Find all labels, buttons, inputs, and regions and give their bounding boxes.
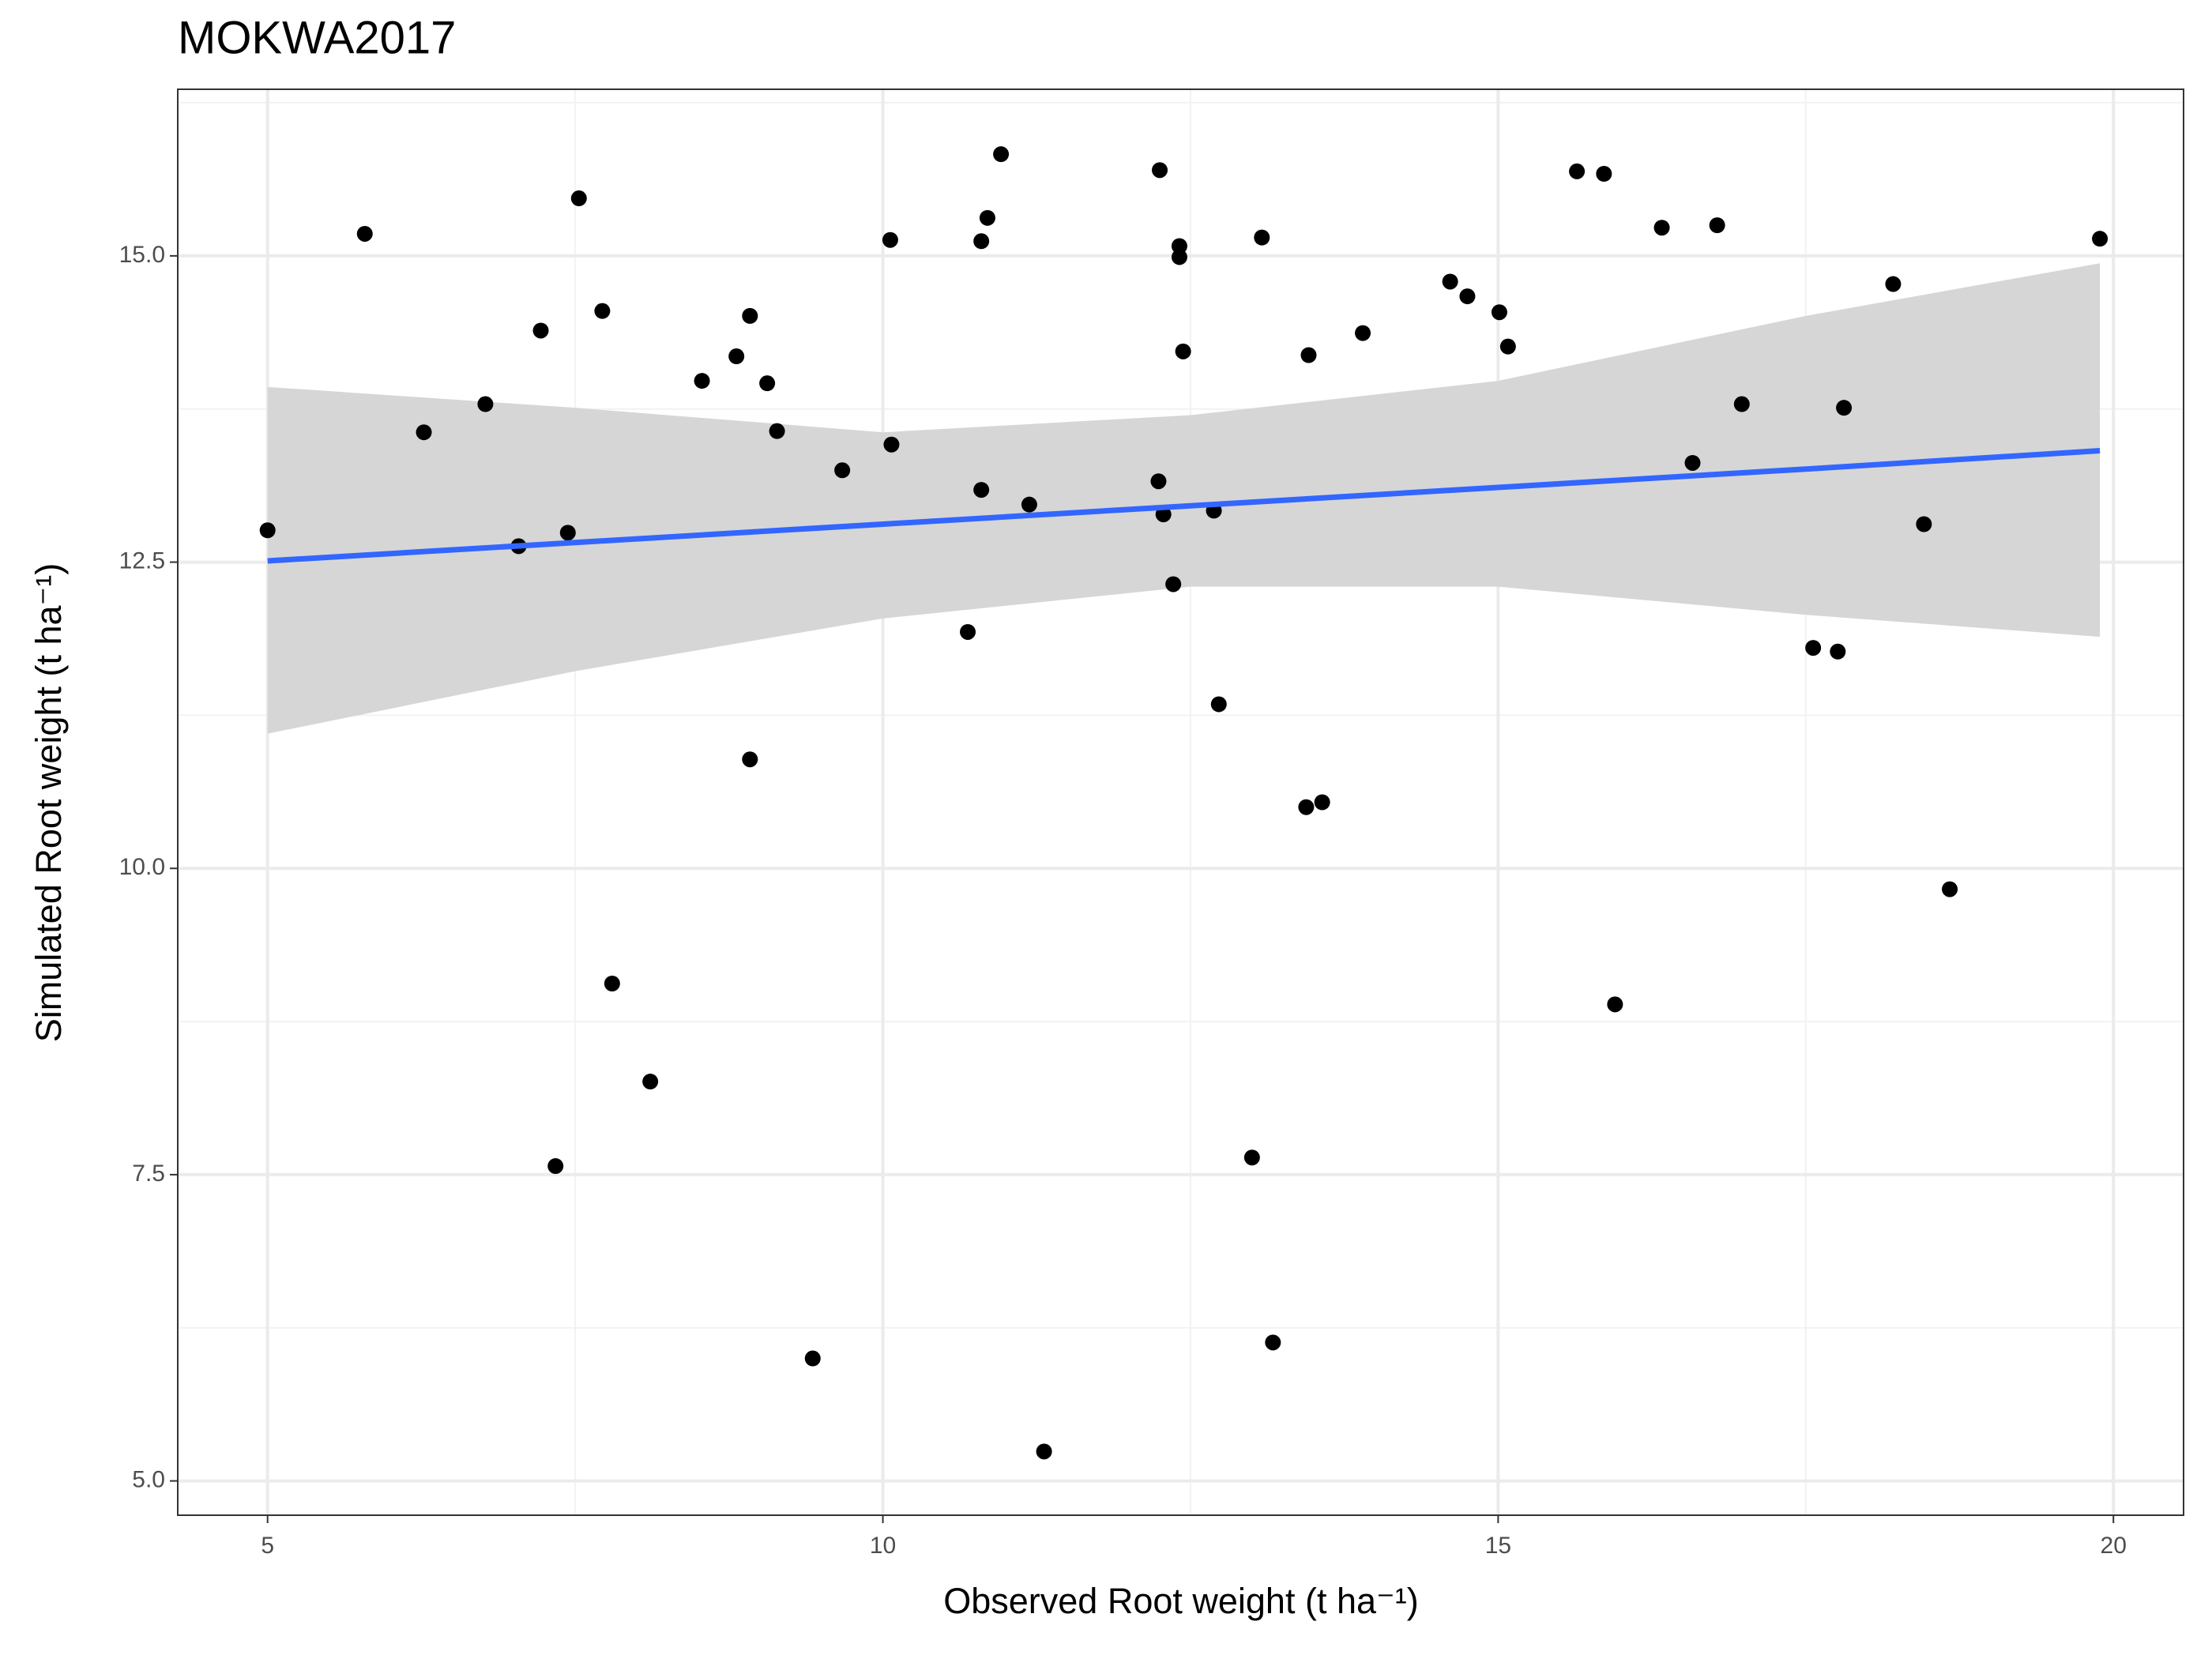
point [1152,162,1168,179]
point [1499,338,1516,355]
fit-line [267,447,2101,564]
point [1210,696,1227,713]
x-tick-label: 20 [2101,1533,2127,1559]
y-tick-label: 15.0 [119,242,165,268]
point [1733,396,1750,412]
point [1165,576,1182,592]
point [356,225,373,242]
point [1150,473,1167,490]
point [742,307,758,324]
y-tick-label: 10.0 [119,854,165,880]
point [1653,220,1670,236]
point [1596,165,1612,182]
confidence-band [267,263,2101,734]
point [960,623,976,640]
point [1243,1149,1260,1166]
point [979,209,995,226]
y-tick-label: 12.5 [119,547,165,574]
point [1175,343,1191,359]
point [1300,347,1317,363]
point [1830,643,1846,660]
y-tick-label: 7.5 [132,1161,165,1187]
point [1021,496,1037,513]
point [477,396,494,412]
y-axis-label: Simulated Root weight (t ha⁻¹) [28,563,69,1043]
point [1355,325,1371,341]
panel-border [177,88,2184,1516]
point [1916,516,1932,532]
point [1155,506,1172,523]
point [642,1074,659,1090]
point [2092,231,2109,247]
point [1836,400,1853,416]
point [259,522,276,539]
point [1709,217,1725,234]
point [416,424,432,441]
x-tick-label: 10 [870,1533,896,1559]
point [973,233,990,250]
point [973,482,990,498]
point [882,231,898,248]
point [728,348,745,365]
point [570,190,587,207]
chart-title: MOKWA2017 [178,12,456,63]
point [1171,238,1187,254]
point [1171,249,1187,265]
point [594,303,611,319]
x-tick-label: 5 [261,1533,274,1559]
point [1885,276,1902,292]
point [1491,304,1507,321]
point [804,1350,821,1367]
point [1607,996,1623,1013]
point [993,146,1010,163]
point [1298,799,1315,815]
point [604,976,620,992]
point [547,1158,564,1175]
point [1442,273,1458,290]
point [1314,794,1330,811]
point [1265,1334,1281,1351]
point [742,751,758,768]
x-tick-label: 15 [1485,1533,1511,1559]
point [759,375,776,392]
point [769,423,785,439]
point [883,436,900,453]
point [1254,229,1270,246]
y-tick-label: 5.0 [132,1467,165,1493]
point [559,525,576,541]
point [1942,881,1958,897]
point [1569,163,1586,179]
point [1459,288,1476,305]
point [532,322,549,339]
point [1036,1443,1052,1460]
point [694,373,710,389]
point [834,462,851,479]
x-axis-label: Observed Root weight (t ha⁻¹) [943,1581,1419,1621]
point [1684,454,1701,471]
point [1805,640,1822,656]
